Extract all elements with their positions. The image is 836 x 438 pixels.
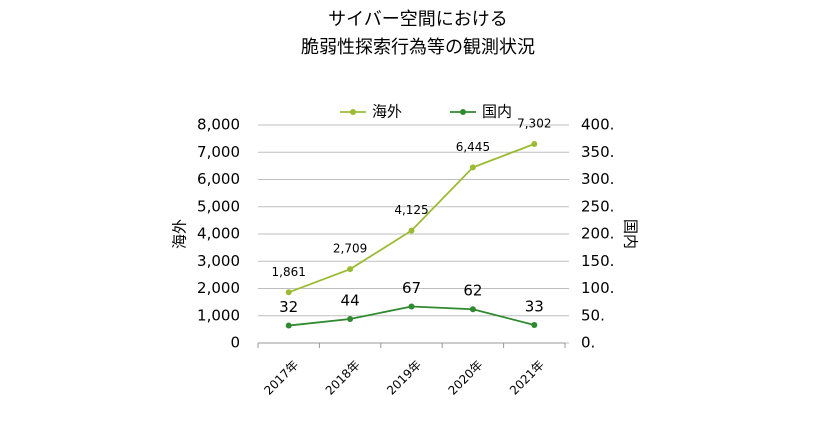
x-tick-label: 2017年	[261, 358, 301, 398]
data-label: 67	[402, 279, 421, 297]
y-tick-label: 7,000	[197, 143, 240, 161]
data-label: 44	[341, 292, 360, 310]
data-label: 33	[525, 298, 544, 316]
data-label: 6,445	[456, 140, 490, 154]
y-tick-label: 8,000	[197, 116, 240, 134]
point	[285, 289, 292, 296]
point	[531, 322, 538, 329]
y2-tick-label: 0.	[581, 334, 595, 352]
chart-title: 脆弱性探索行為等の観測状況	[301, 37, 535, 58]
data-label: 4,125	[394, 203, 428, 217]
y-axis-title: 海外	[171, 219, 189, 249]
point	[285, 322, 292, 329]
data-label: 7,302	[517, 117, 551, 131]
x-tick-label: 2021年	[507, 358, 547, 398]
x-tick-label: 2019年	[384, 358, 424, 398]
point	[469, 164, 476, 171]
y-tick-label: 1,000	[197, 306, 240, 324]
data-label: 62	[463, 282, 482, 300]
data-label: 2,709	[333, 242, 367, 256]
chart-title: サイバー空間における	[328, 9, 508, 30]
point	[347, 266, 354, 273]
y2-tick-label: 300.	[581, 170, 614, 188]
point	[469, 306, 476, 313]
y2-tick-label: 350.	[581, 143, 614, 161]
y-tick-label: 5,000	[197, 197, 240, 215]
legend-label: 国内	[482, 103, 512, 121]
data-label: 1,861	[272, 265, 306, 279]
legend-marker	[460, 109, 466, 115]
y2-tick-label: 200.	[581, 225, 614, 243]
x-tick-label: 2020年	[446, 358, 486, 398]
y2-tick-label: 150.	[581, 252, 614, 270]
y-tick-label: 3,000	[197, 252, 240, 270]
y-tick-label: 6,000	[197, 170, 240, 188]
y2-tick-label: 100.	[581, 279, 614, 297]
point	[408, 303, 415, 310]
legend-label: 海外	[372, 103, 402, 121]
y2-tick-label: 250.	[581, 197, 614, 215]
y-tick-label: 2,000	[197, 279, 240, 297]
x-tick-label: 2018年	[323, 358, 363, 398]
point	[531, 141, 538, 148]
y2-tick-label: 400.	[581, 116, 614, 134]
y-tick-label: 4,000	[197, 225, 240, 243]
point	[347, 316, 354, 323]
y2-tick-label: 50.	[581, 306, 605, 324]
line	[288, 143, 535, 294]
point	[408, 227, 415, 234]
y-tick-label: 0	[230, 334, 240, 352]
legend-marker	[350, 109, 356, 115]
data-label: 32	[279, 298, 298, 316]
y2-axis-title: 国内	[622, 219, 640, 249]
